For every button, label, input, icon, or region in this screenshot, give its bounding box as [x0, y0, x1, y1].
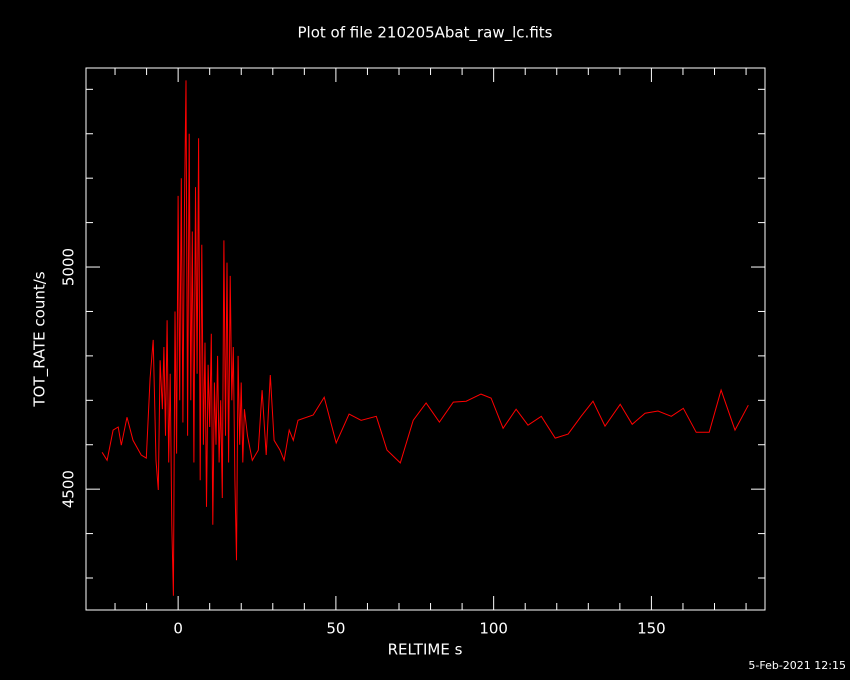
data-line: [101, 80, 749, 596]
x-tick-label: 50: [326, 620, 345, 638]
x-tick-label: 100: [479, 620, 508, 638]
y-axis-label: TOT_RATE count/s: [31, 271, 50, 407]
x-tick-label: 0: [173, 620, 183, 638]
y-tick-label: 5000: [60, 248, 78, 286]
plot-frame: [85, 67, 766, 611]
timestamp: 5-Feb-2021 12:15: [748, 659, 846, 672]
x-axis-label: RELTIME s: [388, 641, 463, 659]
chart-title: Plot of file 210205Abat_raw_lc.fits: [298, 24, 553, 43]
x-tick-label: 150: [637, 620, 666, 638]
y-tick-label: 4500: [60, 470, 78, 508]
